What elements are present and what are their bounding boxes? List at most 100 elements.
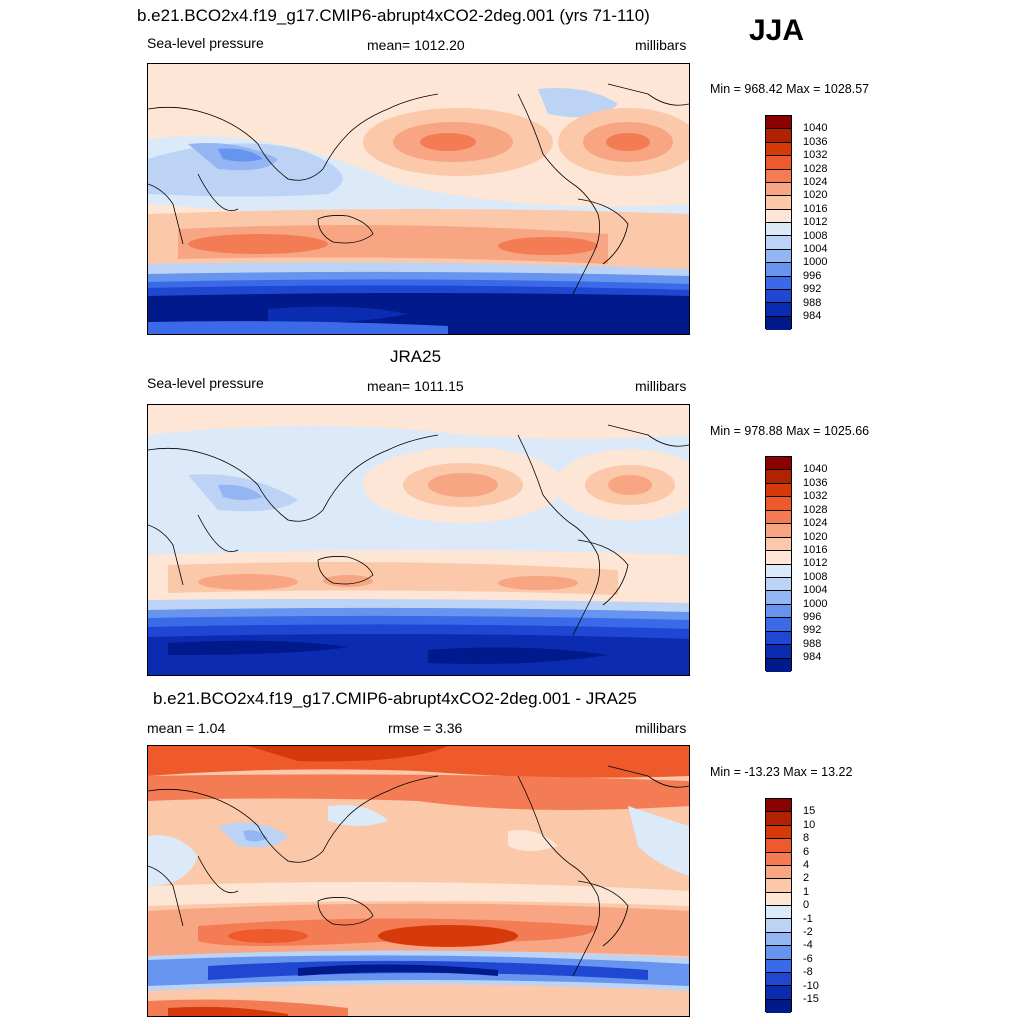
panel3-colorbar (765, 798, 792, 1013)
panel3-colorbar-bin (766, 919, 791, 933)
panel3-map (147, 745, 690, 1017)
panel1-units-label: millibars (635, 37, 687, 53)
panel3-colorbar-bin (766, 932, 791, 947)
panel3-colorbar-bin (766, 986, 791, 1000)
panel1-colorbar-bin (766, 276, 791, 290)
panel2-colorbar-bin (766, 577, 791, 592)
panel2-colorbar-tick: 988 (803, 638, 822, 650)
panel1-colorbar-tick: 992 (803, 283, 822, 295)
panel1-colorbar-bin (766, 129, 791, 143)
panel1-colorbar-bin (766, 196, 791, 210)
panel2-colorbar-bin (766, 618, 791, 632)
panel3-colorbar-bin (766, 799, 791, 813)
panel2-colorbar-bin (766, 645, 791, 659)
panel1-colorbar-tick: 1008 (803, 230, 828, 242)
panel3-colorbar-tick: -15 (803, 993, 819, 1005)
panel1-colorbar-tick: 1000 (803, 256, 828, 268)
panel2-colorbar-bin (766, 658, 791, 672)
panel1-colorbar-bin (766, 316, 791, 330)
season-label: JJA (749, 14, 805, 47)
panel3-colorbar-bin (766, 879, 791, 893)
panel2-colorbar-bin (766, 524, 791, 538)
panel3-colorbar-tick: 15 (803, 805, 816, 817)
panel1-colorbar-tick: 1040 (803, 122, 828, 134)
panel2-colorbar-bin (766, 483, 791, 498)
panel2-title: JRA25 (390, 347, 442, 366)
panel3-colorbar-tick: 2 (803, 872, 810, 884)
panel3-colorbar-bin (766, 852, 791, 866)
panel3-colorbar-tick: -10 (803, 980, 819, 992)
panel3-colorbar-bin (766, 999, 791, 1013)
panel1-colorbar-tick: 1024 (803, 176, 828, 188)
panel1-colorbar-bin (766, 116, 791, 130)
panel3-colorbar-bin (766, 892, 791, 906)
panel2-colorbar-bin (766, 470, 791, 484)
panel3-mean-label: mean = 1.04 (147, 720, 226, 736)
panel3-units-label: millibars (635, 720, 687, 736)
panel3-colorbar-tick: -2 (803, 926, 813, 938)
panel2-minmax: Min = 978.88 Max = 1025.66 (710, 424, 870, 438)
panel1-title: b.e21.BCO2x4.f19_g17.CMIP6-abrupt4xCO2-2… (137, 6, 650, 25)
panel2-colorbar-tick: 1016 (803, 544, 828, 556)
panel1-colorbar-tick: 996 (803, 270, 822, 282)
panel2-units-label: millibars (635, 378, 687, 394)
panel1-colorbar-tick: 1016 (803, 203, 828, 215)
panel2-colorbar-tick: 1012 (803, 557, 828, 569)
panel2-colorbar-tick: 1032 (803, 490, 828, 502)
panel1-colorbar (765, 115, 792, 330)
panel1-colorbar-bin (766, 289, 791, 304)
panel1-colorbar-bin (766, 209, 791, 223)
panel2-colorbar-tick: 992 (803, 624, 822, 636)
panel1-colorbar-bin (766, 303, 791, 317)
panel2-colorbar-bin (766, 510, 791, 525)
panel3-colorbar-tick: 10 (803, 819, 816, 831)
panel2-colorbar-bin (766, 591, 791, 605)
panel1-colorbar-tick: 1028 (803, 163, 828, 175)
panel2-colorbar-tick: 1024 (803, 517, 828, 529)
panel1-colorbar-tick: 1032 (803, 149, 828, 161)
panel1-colorbar-tick: 1004 (803, 243, 828, 255)
panel3-colorbar-tick: -4 (803, 939, 813, 951)
panel1-variable-label: Sea-level pressure (147, 35, 264, 51)
panel3-colorbar-bin (766, 946, 791, 960)
panel2-colorbar-bin (766, 457, 791, 471)
panel3-colorbar-tick: 4 (803, 859, 810, 871)
panel2-variable-label: Sea-level pressure (147, 375, 264, 391)
panel1-colorbar-bin (766, 236, 791, 250)
panel3-colorbar-bin (766, 906, 791, 920)
panel1-colorbar-tick: 984 (803, 310, 822, 322)
panel2-colorbar-bin (766, 537, 791, 552)
panel3-colorbar-tick: 6 (803, 846, 810, 858)
panel1-colorbar-bin (766, 263, 791, 277)
panel2-colorbar-tick: 1000 (803, 598, 828, 610)
panel3-rmse-label: rmse = 3.36 (388, 720, 463, 736)
panel3-title: b.e21.BCO2x4.f19_g17.CMIP6-abrupt4xCO2-2… (153, 689, 637, 708)
panel2-colorbar-tick: 1040 (803, 463, 828, 475)
panel1-colorbar-bin (766, 182, 791, 197)
panel3-colorbar-tick: 1 (803, 886, 810, 898)
panel1-colorbar-tick: 1012 (803, 216, 828, 228)
panel1-colorbar-bin (766, 156, 791, 170)
panel3-colorbar-bin (766, 825, 791, 840)
panel3-minmax: Min = -13.23 Max = 13.22 (710, 765, 853, 779)
panel2-colorbar-bin (766, 604, 791, 619)
panel1-colorbar-tick: 1036 (803, 136, 828, 148)
panel2-colorbar-tick: 1004 (803, 584, 828, 596)
panel2-colorbar-tick: 1020 (803, 531, 828, 543)
panel1-colorbar-bin (766, 223, 791, 237)
panel2-map (147, 404, 690, 676)
panel1-colorbar-bin (766, 142, 791, 157)
panel2-colorbar-bin (766, 564, 791, 578)
panel3-colorbar-bin (766, 865, 791, 880)
panel3-colorbar-bin (766, 972, 791, 987)
panel1-colorbar-bin (766, 169, 791, 183)
panel3-colorbar-tick: 8 (803, 832, 810, 844)
panel2-colorbar-tick: 1008 (803, 571, 828, 583)
panel1-colorbar-tick: 988 (803, 297, 822, 309)
panel2-mean-label: mean= 1011.15 (367, 378, 464, 394)
panel2-colorbar-bin (766, 631, 791, 646)
panel2-colorbar-tick: 1028 (803, 504, 828, 516)
panel3-colorbar-bin (766, 959, 791, 973)
panel2-colorbar-bin (766, 551, 791, 565)
panel3-colorbar-tick: -6 (803, 953, 813, 965)
